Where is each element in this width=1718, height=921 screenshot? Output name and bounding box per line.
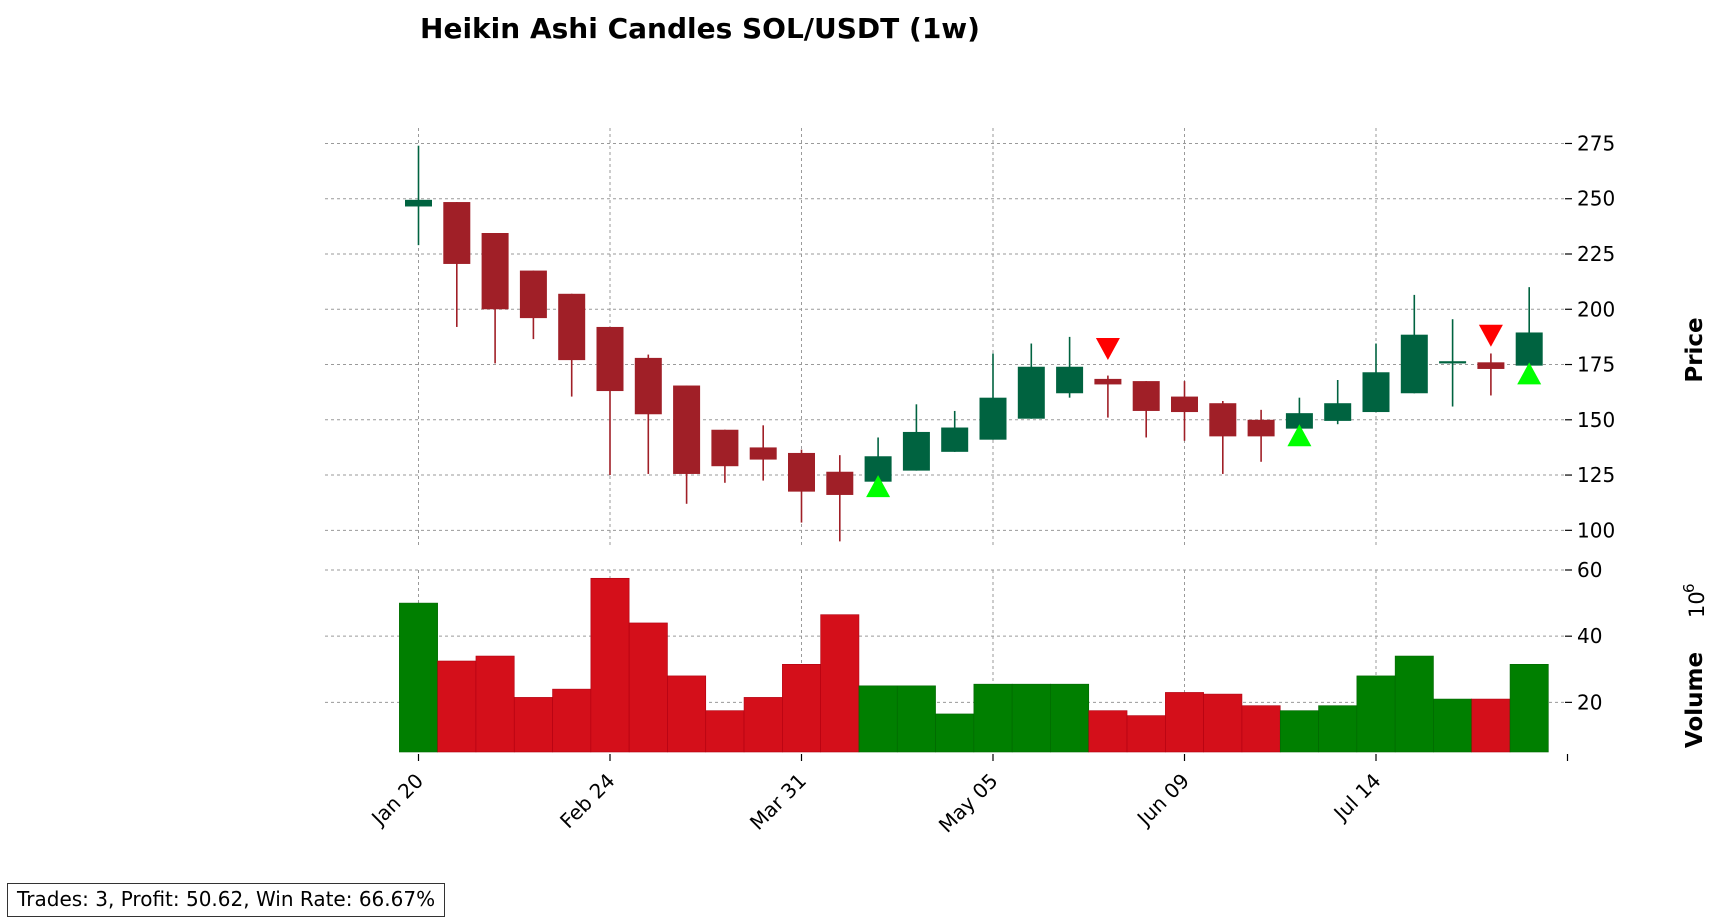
- candle-body: [1324, 403, 1352, 421]
- volume-bar: [475, 655, 515, 753]
- candle-body: [634, 357, 662, 415]
- volume-bar: [1241, 705, 1281, 753]
- buy-marker: [1517, 362, 1542, 385]
- volume-bar: [1203, 693, 1243, 753]
- x-tick-label: Jan 20: [365, 769, 428, 832]
- x-tick-label: Mar 31: [745, 769, 811, 835]
- volume-bar: [1394, 655, 1434, 753]
- candle-body: [711, 429, 739, 467]
- volume-bar: [1471, 698, 1511, 753]
- volume-bar: [1509, 664, 1549, 753]
- candle-body: [673, 385, 701, 474]
- price-tick-label: 225: [1577, 242, 1615, 266]
- price-axis: 100 125 150 175 200 225 250 275: [1565, 131, 1615, 542]
- buy-marker: [1287, 424, 1312, 447]
- volume-tick-label: 60: [1577, 558, 1602, 582]
- trade-signals: [866, 324, 1542, 498]
- volume-bar: [628, 622, 668, 753]
- volume-axis: 20 40 60: [1565, 558, 1602, 714]
- candle-body: [1017, 366, 1045, 419]
- candle-body: [1171, 396, 1198, 413]
- volume-bar: [513, 697, 553, 753]
- volume-bar: [1126, 715, 1166, 753]
- candle-body: [596, 326, 624, 392]
- volume-bar: [858, 685, 898, 753]
- volume-tick-label: 40: [1577, 624, 1602, 648]
- price-tick-label: 275: [1577, 131, 1615, 155]
- volume-bar: [743, 697, 783, 753]
- volume-scale-exponent: 6: [1680, 583, 1698, 593]
- trade-stats-box: Trades: 3, Profit: 50.62, Win Rate: 66.6…: [7, 883, 446, 917]
- volume-bar: [1165, 692, 1204, 753]
- price-tick-label: 250: [1577, 187, 1615, 211]
- candle-body: [979, 397, 1007, 440]
- price-axis-label: Price: [1682, 317, 1708, 382]
- candle-body: [1094, 378, 1122, 385]
- volume-axis-label: Volume: [1682, 652, 1708, 748]
- candle-body: [941, 427, 969, 452]
- candle-body: [1132, 381, 1160, 411]
- candle-body: [1056, 366, 1084, 394]
- volume-bar: [782, 664, 821, 753]
- candle-body: [1362, 372, 1390, 413]
- volume-tick-label: 20: [1577, 690, 1602, 714]
- volume-bar: [1318, 705, 1358, 753]
- volume-bar: [399, 602, 438, 753]
- candle-body: [481, 233, 509, 310]
- volume-bar: [705, 710, 745, 753]
- x-axis: Jan 20 Feb 24 Mar 31 May 05 Jun 09 Jul 14: [365, 754, 1569, 838]
- volume-scale-label: 10 6: [1680, 583, 1709, 618]
- candle-body: [826, 471, 854, 495]
- volume-bars: [399, 577, 1549, 753]
- volume-bar: [820, 614, 860, 753]
- volume-bar: [590, 577, 630, 753]
- volume-bar: [552, 688, 592, 753]
- volume-bar: [1356, 675, 1396, 753]
- sell-marker: [1478, 324, 1503, 347]
- candle-body: [1515, 332, 1543, 366]
- price-tick-label: 200: [1577, 297, 1615, 321]
- candle-body: [788, 452, 815, 492]
- trade-stats-text: Trades: 3, Profit: 50.62, Win Rate: 66.6…: [17, 887, 436, 911]
- buy-marker: [866, 475, 891, 498]
- volume-scale-base: 10: [1685, 591, 1709, 618]
- price-tick-label: 150: [1577, 408, 1615, 432]
- volume-bar: [1011, 683, 1051, 753]
- x-tick-label: Feb 24: [555, 769, 620, 834]
- candle-body: [405, 199, 432, 207]
- chart-title: Heikin Ashi Candles SOL/USDT (1w): [420, 12, 980, 45]
- candle-body: [902, 431, 930, 471]
- volume-bar: [1088, 710, 1128, 753]
- candle-body: [1477, 362, 1505, 369]
- candle-body: [1285, 413, 1313, 429]
- candles: [405, 145, 1543, 542]
- sell-marker: [1095, 338, 1120, 361]
- candle-body: [1400, 334, 1428, 394]
- volume-bar: [1050, 683, 1090, 753]
- candle-body: [1439, 361, 1467, 364]
- volume-bar: [437, 660, 477, 753]
- volume-bar: [1279, 710, 1319, 753]
- price-tick-label: 125: [1577, 463, 1615, 487]
- candle-body: [558, 293, 586, 361]
- volume-bar: [973, 683, 1013, 753]
- volume-bar: [935, 713, 975, 753]
- candle-body: [443, 202, 471, 264]
- x-tick-label: Jun 09: [1131, 769, 1194, 832]
- price-grid: [325, 128, 1565, 548]
- price-tick-label: 175: [1577, 353, 1615, 377]
- candle-body: [519, 270, 547, 319]
- x-tick-label: May 05: [934, 769, 1003, 838]
- volume-bar: [667, 675, 707, 753]
- candle-body: [1247, 419, 1275, 437]
- x-tick-label: Jul 14: [1328, 769, 1386, 827]
- candle-body: [749, 447, 777, 460]
- price-tick-label: 100: [1577, 518, 1615, 542]
- candle-body: [1209, 403, 1237, 437]
- volume-bar: [1433, 698, 1473, 753]
- volume-bar: [896, 685, 936, 753]
